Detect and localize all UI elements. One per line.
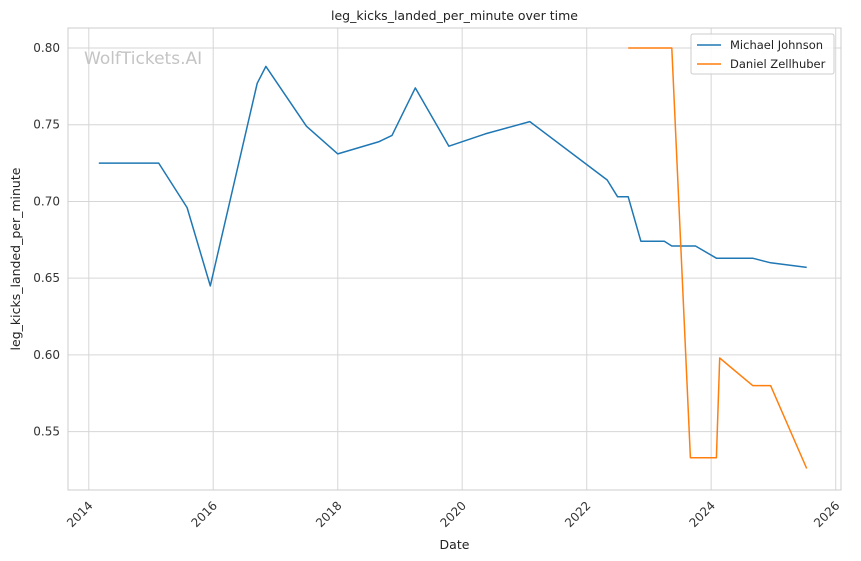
y-tick-label: 0.80 (33, 41, 60, 55)
legend-box (690, 33, 835, 75)
x-tick-label: 2014 (64, 499, 95, 530)
series-line-daniel-zellhuber (628, 47, 808, 469)
y-axis-ticks: 0.55 0.60 0.65 0.70 0.75 0.80 (33, 41, 60, 439)
x-tick-label: 2022 (562, 499, 593, 530)
legend: Michael Johnson Daniel Zellhuber (690, 33, 835, 75)
chart-title: leg_kicks_landed_per_minute over time (331, 8, 578, 23)
y-tick-label: 0.70 (33, 194, 60, 208)
legend-label-michael-johnson: Michael Johnson (730, 38, 823, 52)
x-axis-label: Date (440, 537, 470, 552)
plot-area (67, 27, 842, 491)
series-line-michael-johnson (98, 65, 807, 287)
x-tick-label: 2024 (686, 499, 717, 530)
y-tick-label: 0.55 (33, 425, 60, 439)
series-group (98, 47, 808, 469)
y-tick-label: 0.75 (33, 118, 60, 132)
watermark: WolfTickets.AI (84, 49, 202, 69)
legend-label-daniel-zellhuber: Daniel Zellhuber (730, 57, 826, 71)
y-tick-label: 0.65 (33, 271, 60, 285)
y-axis-label: leg_kicks_landed_per_minute (8, 167, 23, 350)
x-tick-label: 2020 (437, 499, 468, 530)
x-tick-label: 2016 (189, 499, 220, 530)
x-axis-ticks: 2014 2016 2018 2020 2022 2024 2026 (64, 499, 842, 530)
grid (68, 28, 841, 490)
x-tick-label: 2018 (313, 499, 344, 530)
x-tick-label: 2026 (811, 499, 842, 530)
y-tick-label: 0.60 (33, 348, 60, 362)
